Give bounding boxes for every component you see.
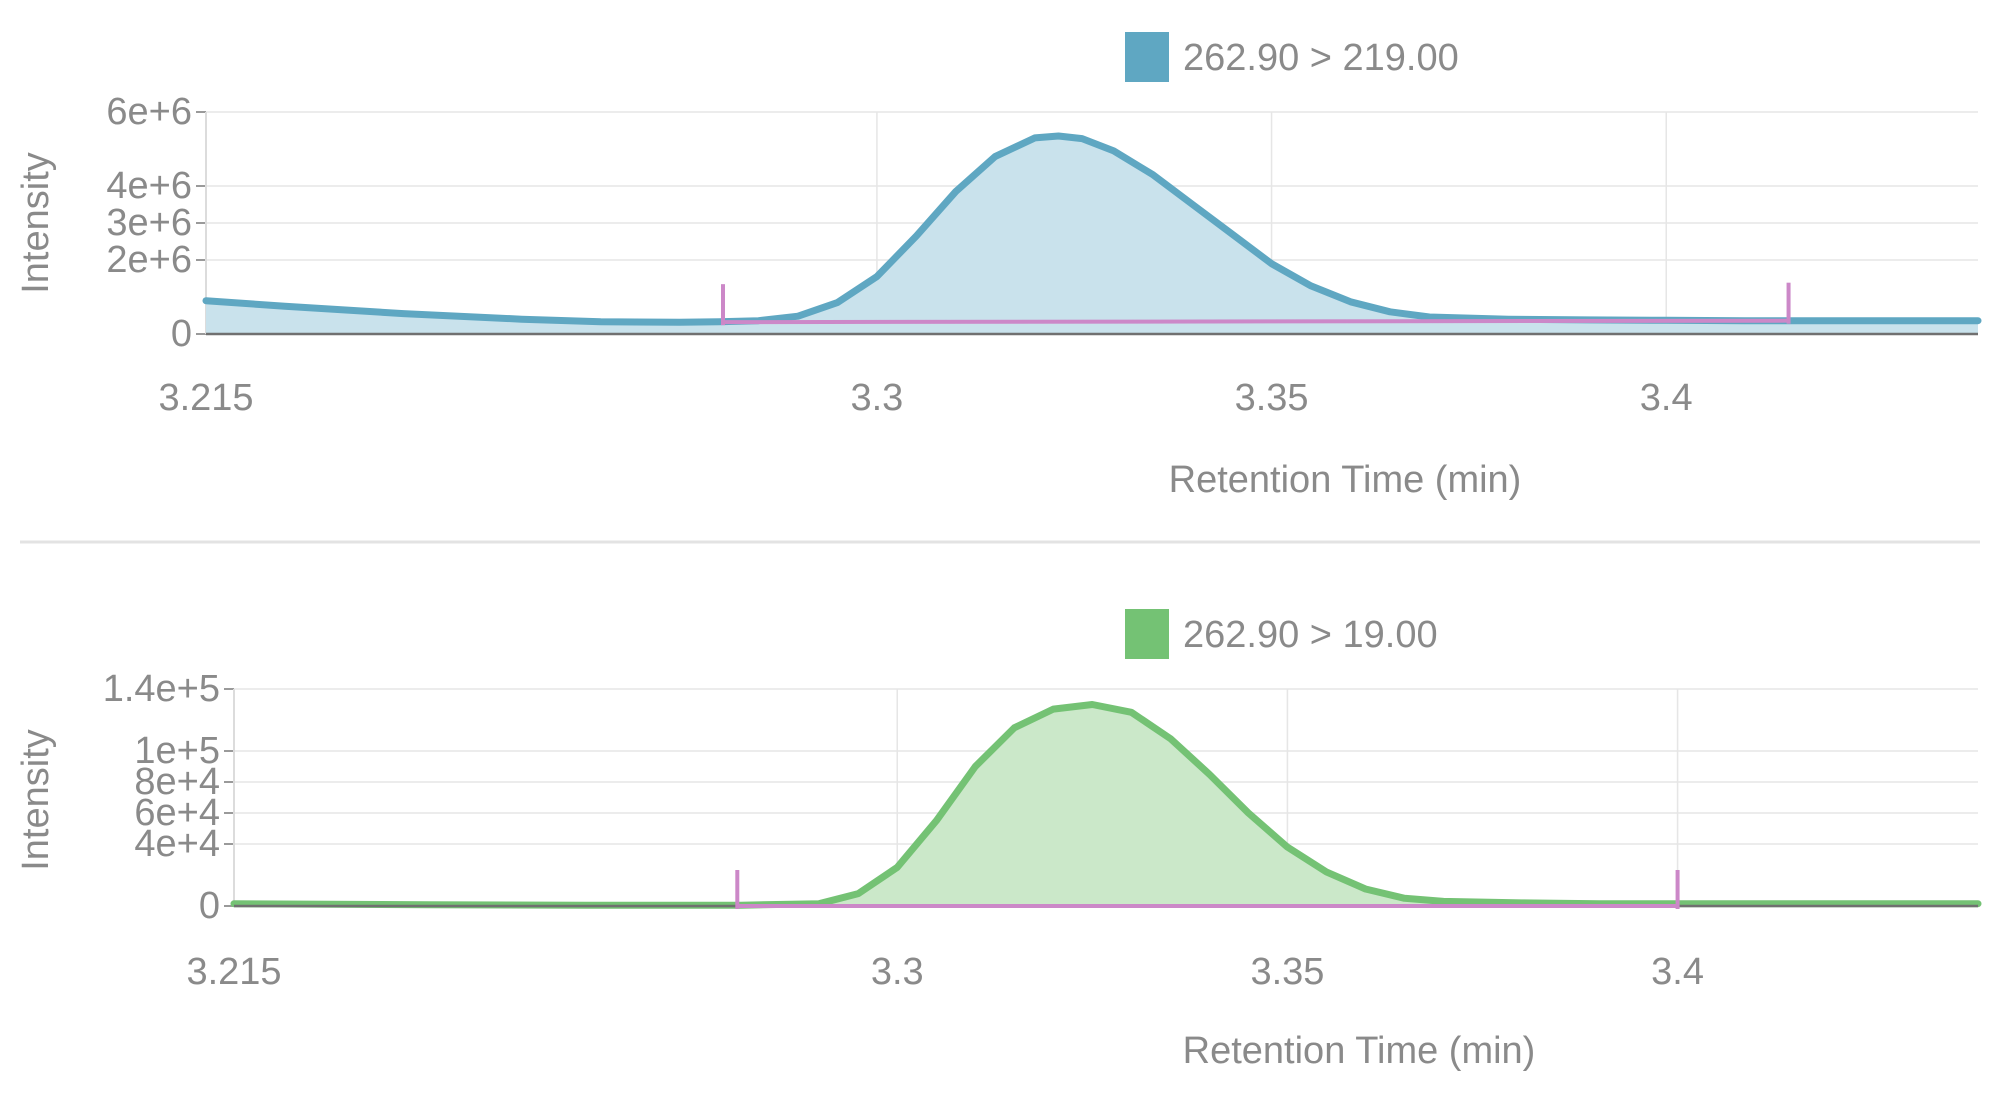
y-axis-title: Intensity [15,729,57,871]
y-tick-label: 4e+6 [106,165,192,207]
series-area [234,704,1978,906]
series-area [206,136,1978,334]
legend-swatch [1125,609,1169,659]
legend-swatch [1125,32,1169,82]
y-tick-label: 3e+6 [106,202,192,244]
x-axis-title: Retention Time (min) [1183,1030,1536,1072]
peak-integration-baseline [722,318,1789,325]
x-tick-label: 3.215 [158,377,253,419]
series-line [230,701,1982,909]
y-axis-title: Intensity [15,152,57,294]
x-tick-label: 3.215 [186,951,281,993]
x-tick-label: 3.3 [871,951,924,993]
chromatogram-panel-top: 0 2e+63e+64e+6 6e+6 3.215 3.3 3.35 3.4 262.90 >… [15,32,1982,501]
y-tick-label: 6e+6 [106,91,192,133]
x-tick-label: 3.4 [1651,951,1704,993]
series-line [202,132,1982,326]
x-tick-label: 3.4 [1640,377,1693,419]
x-tick-label: 3.35 [1235,377,1309,419]
y-tick-label: 1.4e+5 [103,668,220,710]
y-tick-label: 4e+4 [134,823,220,865]
y-tick-label: 8e+4 [134,761,220,803]
legend-label: 262.90 > 19.00 [1183,614,1438,656]
x-tick-label: 3.3 [850,377,903,419]
legend-label: 262.90 > 219.00 [1183,37,1459,79]
chromatogram-panel-bottom: 0 4e+46e+48e+41e+5 1.4e+5 3.215 3.3 3.35 3.4 26… [15,609,1982,1072]
y-tick-label: 0 [199,885,220,927]
y-tick-label: 6e+4 [134,792,220,834]
y-tick-label: 0 [171,313,192,355]
y-tick-label: 2e+6 [106,239,192,281]
y-tick-label: 1e+5 [134,730,220,772]
x-axis-title: Retention Time (min) [1169,459,1522,501]
x-tick-label: 3.35 [1250,951,1324,993]
